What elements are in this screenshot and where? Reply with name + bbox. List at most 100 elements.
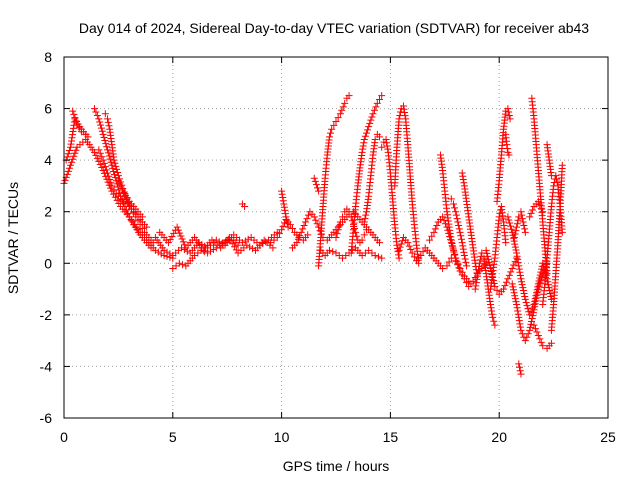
data-point [332, 234, 340, 241]
data-point [170, 229, 178, 237]
data-point [278, 187, 286, 195]
data-point [544, 281, 552, 289]
data-point [281, 210, 289, 218]
data-point [116, 180, 124, 188]
data-point [72, 117, 80, 125]
x-tick-label: 10 [274, 429, 290, 445]
data-point [518, 215, 526, 223]
data-point [507, 222, 515, 230]
data-point [537, 204, 545, 212]
data-point [535, 282, 543, 290]
data-point [511, 240, 519, 248]
data-point [395, 115, 403, 123]
data-point [519, 287, 527, 295]
data-points [60, 92, 566, 378]
data-point [395, 246, 403, 254]
data-point [509, 234, 517, 242]
data-point [82, 130, 90, 138]
data-point [500, 285, 508, 293]
data-point [509, 286, 517, 294]
data-point [72, 146, 80, 154]
data-point [151, 246, 159, 254]
series-t41 [526, 197, 547, 221]
data-point [457, 235, 465, 243]
data-point [75, 124, 83, 132]
data-point [452, 211, 460, 219]
data-point [123, 194, 131, 202]
data-point [294, 235, 302, 243]
data-point [521, 228, 529, 236]
series-t22 [378, 136, 403, 262]
data-point [222, 237, 230, 245]
data-point [336, 110, 344, 118]
data-point [516, 367, 524, 375]
data-point [114, 169, 122, 177]
data-point [376, 133, 384, 141]
data-point [100, 159, 108, 167]
data-point [359, 145, 367, 153]
data-point [512, 298, 520, 306]
data-point [234, 241, 242, 249]
series-t8 [121, 190, 146, 221]
data-point [503, 145, 511, 153]
data-point [447, 195, 455, 203]
data-point [528, 317, 536, 325]
data-point [520, 221, 528, 229]
data-point [183, 247, 191, 255]
data-point [533, 294, 541, 302]
data-point [166, 250, 174, 258]
data-point [96, 160, 104, 168]
data-point [515, 360, 523, 368]
data-point [360, 139, 368, 147]
data-point [447, 236, 455, 244]
data-point [328, 125, 336, 133]
data-point [508, 264, 516, 272]
data-point [521, 295, 529, 303]
data-point [483, 249, 491, 257]
data-point [537, 338, 545, 346]
data-point [376, 96, 384, 104]
data-point [163, 248, 171, 256]
series-t34 [502, 130, 513, 159]
data-point [495, 213, 503, 221]
series-t39 [528, 94, 551, 278]
data-point [368, 113, 376, 121]
series-t29 [458, 169, 481, 280]
data-point [443, 262, 451, 270]
data-point [514, 255, 522, 263]
data-point [488, 310, 496, 318]
data-point [547, 172, 555, 180]
data-point [164, 239, 172, 247]
data-point [90, 148, 98, 156]
data-point [283, 216, 291, 224]
series-t30 [471, 249, 499, 329]
data-point [505, 108, 513, 116]
data-point [450, 200, 458, 208]
data-point [546, 289, 554, 297]
data-point [459, 242, 467, 250]
data-point [455, 221, 463, 229]
series-t14 [278, 187, 292, 231]
data-point [439, 264, 447, 272]
data-point [334, 226, 342, 234]
data-point [460, 248, 468, 256]
data-point [219, 239, 227, 247]
data-point [99, 130, 107, 138]
data-point [513, 301, 521, 309]
data-point [394, 248, 402, 256]
data-point [510, 234, 518, 241]
data-point [177, 232, 185, 240]
data-point [449, 243, 457, 251]
data-point [173, 223, 181, 231]
data-point [512, 227, 520, 235]
series-t10 [156, 223, 277, 257]
data-point [113, 165, 121, 173]
data-point [93, 154, 101, 162]
data-point [539, 342, 547, 350]
data-point [111, 193, 119, 201]
data-point [138, 213, 146, 221]
data-point [533, 291, 541, 299]
data-point [125, 213, 133, 221]
data-point [96, 118, 104, 126]
